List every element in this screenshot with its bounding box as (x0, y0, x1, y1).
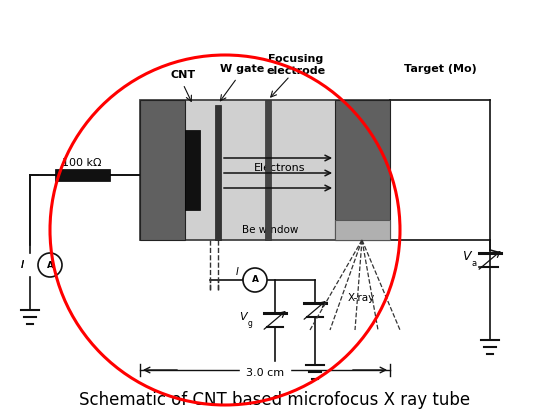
Text: A: A (251, 275, 258, 285)
Text: I: I (20, 260, 24, 270)
Text: 3.0 cm: 3.0 cm (246, 368, 284, 378)
Text: I: I (20, 260, 24, 270)
Text: X-ray: X-ray (348, 293, 375, 303)
Circle shape (38, 253, 62, 277)
Text: Schematic of CNT based microfocus X ray tube: Schematic of CNT based microfocus X ray … (79, 391, 471, 409)
Text: Be window: Be window (241, 225, 298, 235)
Text: V: V (239, 312, 247, 322)
Text: g: g (242, 276, 246, 282)
Bar (335, 100, 390, 240)
Text: g: g (248, 319, 252, 329)
Bar (55, 169, 110, 181)
Text: a: a (471, 260, 476, 268)
Text: electrode: electrode (266, 66, 326, 76)
Bar (215, 105, 221, 240)
Text: V: V (462, 250, 470, 263)
Text: W gate: W gate (220, 64, 264, 74)
Text: Electrons: Electrons (254, 163, 306, 173)
Bar (140, 100, 390, 240)
Text: Focusing: Focusing (268, 54, 323, 64)
Bar (335, 220, 390, 240)
Text: 100 kΩ: 100 kΩ (62, 158, 102, 168)
Circle shape (243, 268, 267, 292)
Text: A: A (47, 260, 53, 270)
Bar (185, 130, 200, 210)
Text: I: I (235, 267, 239, 277)
Text: Target (Mo): Target (Mo) (404, 64, 476, 74)
Text: CNT: CNT (170, 70, 196, 80)
Bar (140, 100, 185, 240)
Bar (265, 100, 271, 240)
